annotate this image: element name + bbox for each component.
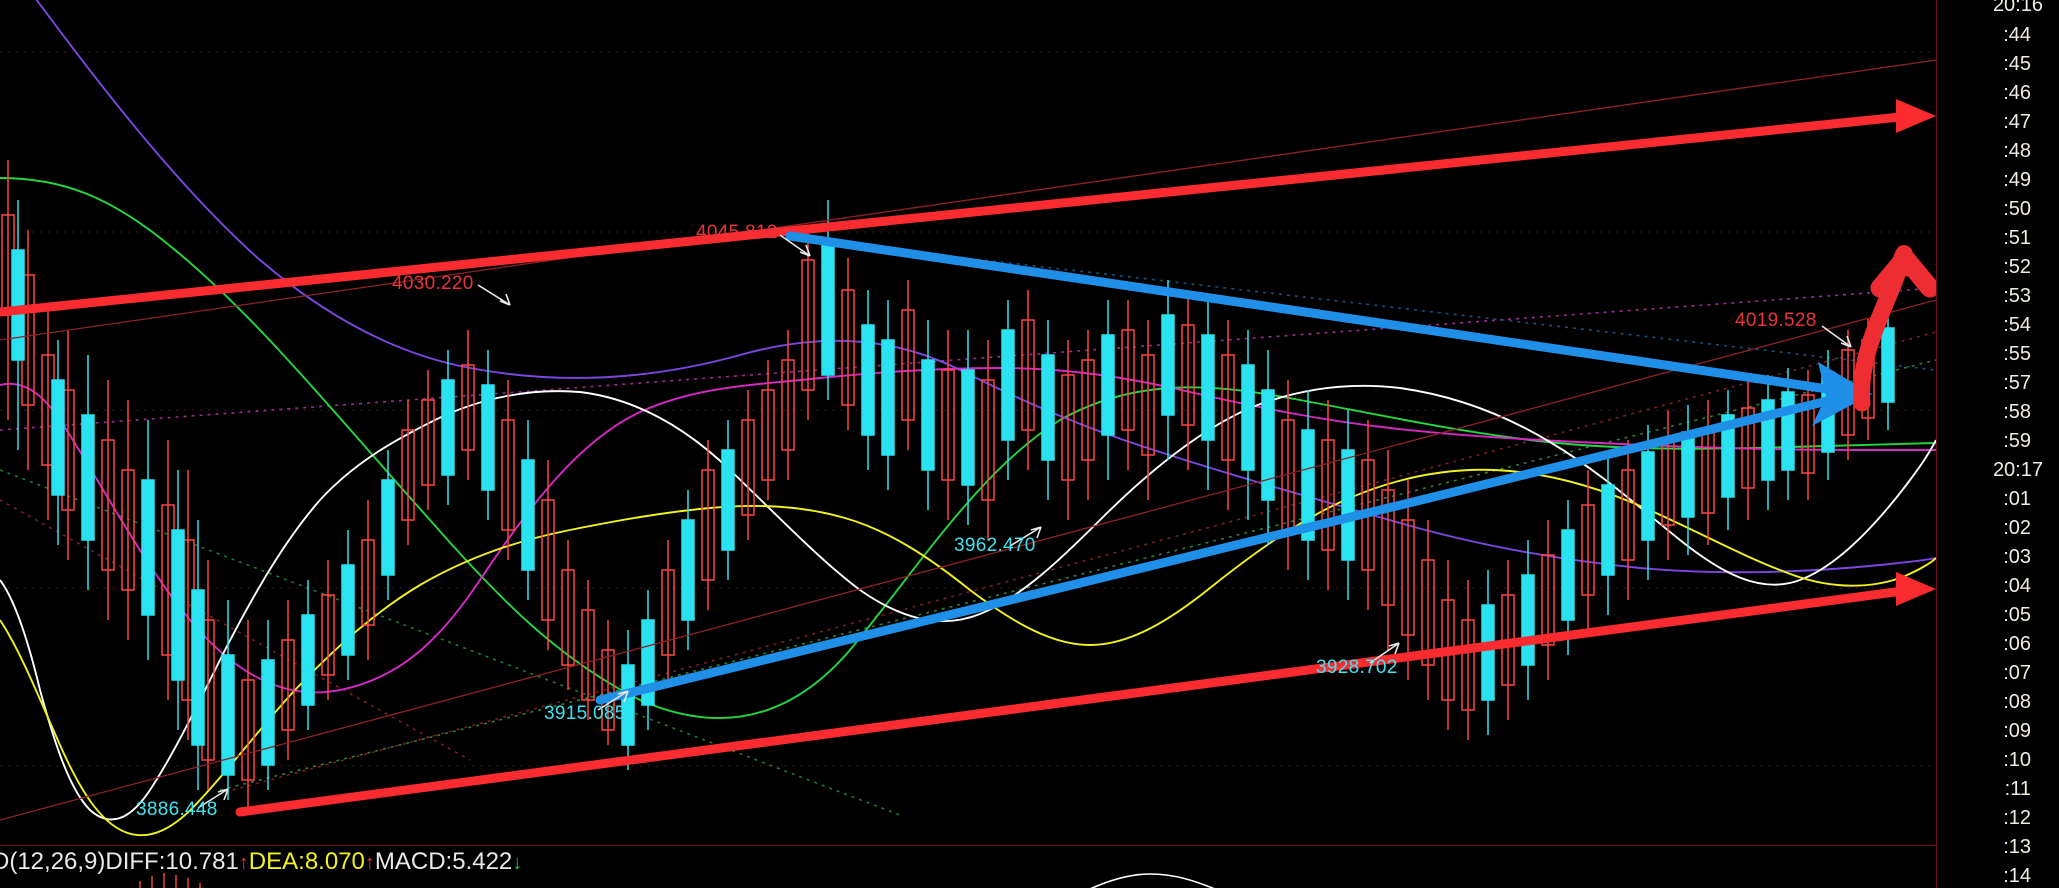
chart-graphics	[0, 0, 1936, 837]
time-tick-13: :57	[2003, 372, 2031, 394]
time-tick-1: :44	[2003, 24, 2031, 46]
time-tick-2: :45	[2003, 53, 2031, 75]
time-tick-10: :53	[2003, 285, 2031, 307]
macd-arrow-down-icon: ↓	[512, 852, 523, 874]
time-tick-7: :50	[2003, 198, 2031, 220]
drawn-red-channel	[0, 111, 1915, 817]
lower-support-line	[235, 585, 1915, 817]
ma-magenta-line	[0, 367, 1936, 694]
time-tick-30: :14	[2003, 865, 2031, 887]
time-tick-19: :03	[2003, 546, 2031, 568]
macd-dea-label: DEA:	[248, 848, 305, 875]
time-tick-28: :12	[2003, 807, 2031, 829]
macd-dea-value: 8.070	[304, 848, 365, 875]
macd-histogram-graphics	[139, 873, 1215, 888]
macd-label: MACD:	[374, 848, 453, 875]
time-tick-14: :58	[2003, 401, 2031, 423]
time-tick-24: :08	[2003, 691, 2031, 713]
macd-signal-line	[1090, 873, 1215, 888]
breakout-arrow-head	[1870, 248, 1936, 298]
blue-ascending-line	[595, 391, 1853, 705]
breakout-arrow	[1853, 245, 1936, 412]
time-tick-12: :55	[2003, 343, 2031, 365]
time-tick-9: :52	[2003, 256, 2031, 278]
time-tick-15: :59	[2003, 430, 2031, 452]
time-tick-6: :49	[2003, 169, 2031, 191]
ma-yellow-line	[0, 468, 1936, 837]
macd-diff-label: DIFF:	[105, 848, 166, 875]
blue-descending-line	[785, 231, 1853, 397]
time-tick-20: :04	[2003, 575, 2031, 597]
time-tick-3: :46	[2003, 82, 2031, 104]
blue-wedge-arrowhead	[1812, 362, 1872, 426]
time-tick-25: :09	[2003, 720, 2031, 742]
price-chart-canvas[interactable]: 4045.812 4030.220 4019.528 3962.470 3928…	[0, 0, 1936, 845]
callout-pointers	[197, 234, 1852, 809]
macd-diff-arrow-up-icon: ↑	[238, 852, 249, 874]
ma-green-line	[0, 177, 1936, 719]
time-tick-29: :13	[2003, 836, 2031, 858]
macd-readout-line: D(12,26,9)DIFF:10.781↑DEA:8.070↑MACD:5.4…	[0, 848, 522, 877]
upper-resistance-line	[0, 111, 1915, 317]
macd-diff-value: 10.781	[165, 848, 239, 875]
macd-histogram-bars	[139, 873, 201, 888]
macd-name: D(12,26,9)	[0, 848, 106, 875]
lower-support-arrowhead	[1896, 572, 1936, 606]
time-tick-17: :01	[2003, 488, 2031, 510]
time-tick-18: :02	[2003, 517, 2031, 539]
time-tick-23: :07	[2003, 662, 2031, 684]
drawn-blue-wedge	[595, 231, 1853, 705]
time-tick-11: :54	[2003, 314, 2031, 336]
time-tick-5: :48	[2003, 140, 2031, 162]
time-tick-16: 20:17	[1992, 459, 2043, 481]
red-channel-thin-lines	[0, 59, 1936, 821]
time-tick-8: :51	[2003, 227, 2031, 249]
time-tick-4: :47	[2003, 111, 2031, 133]
time-axis[interactable]: 20:16 :44 :45 :46 :47 :48 :49 :50 :51 :5…	[1936, 0, 2059, 888]
time-tick-27: :11	[2004, 778, 2031, 800]
upper-resistance-arrowhead	[1896, 99, 1936, 133]
time-tick-0: 20:16	[1992, 0, 2043, 16]
macd-indicator-panel[interactable]: D(12,26,9)DIFF:10.781↑DEA:8.070↑MACD:5.4…	[0, 845, 1936, 888]
macd-dea-arrow-up-icon: ↑	[364, 852, 375, 874]
time-tick-21: :05	[2003, 604, 2031, 626]
time-tick-26: :10	[2003, 749, 2031, 771]
time-tick-22: :06	[2003, 633, 2031, 655]
macd-value: 5.422	[452, 848, 513, 875]
